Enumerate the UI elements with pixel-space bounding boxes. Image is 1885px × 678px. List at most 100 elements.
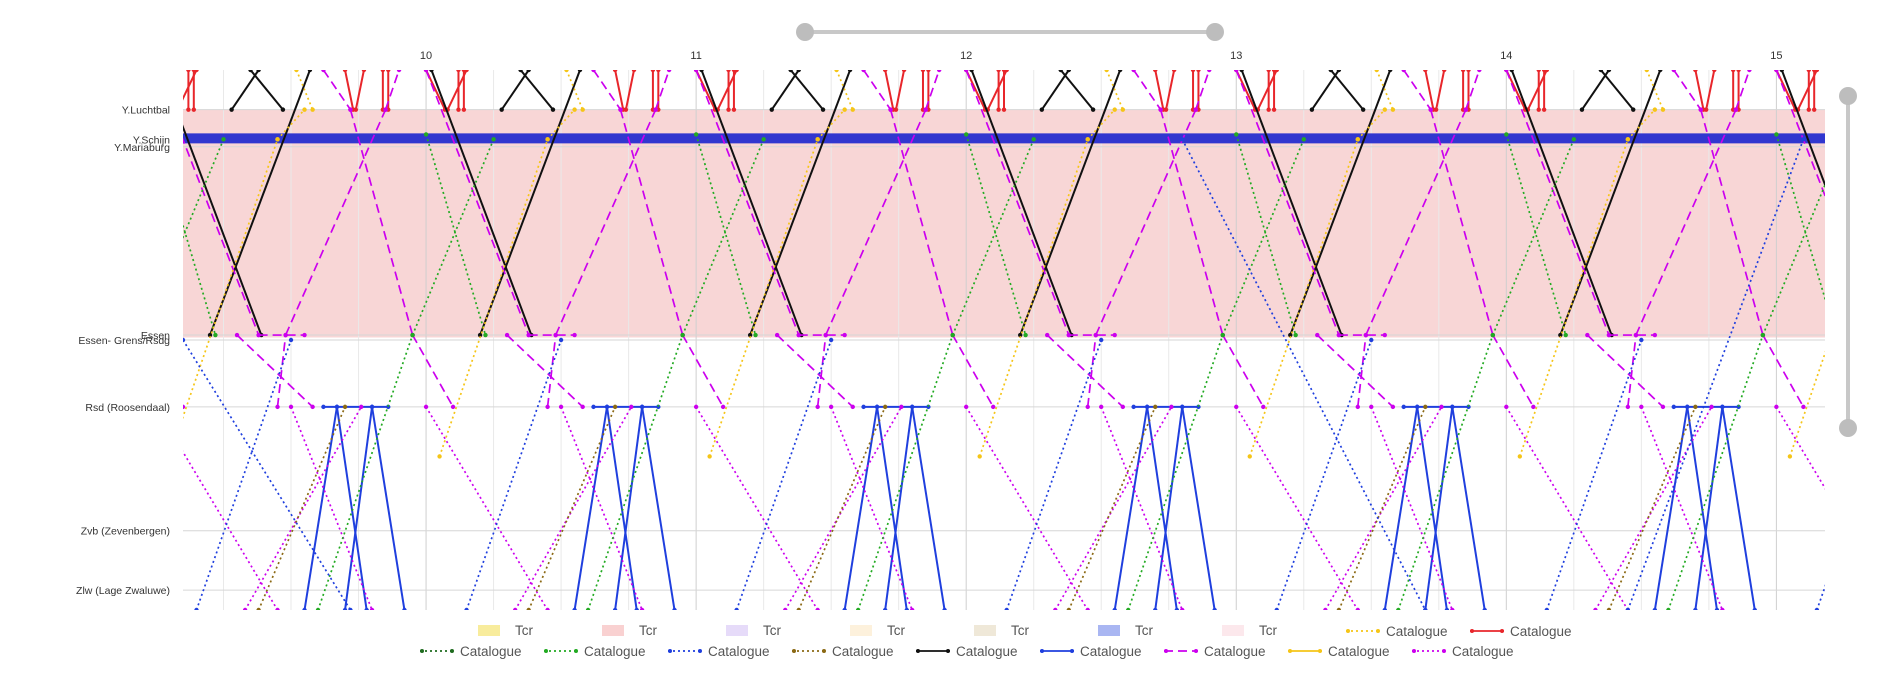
legend-item[interactable]: Tcr — [1222, 623, 1278, 638]
x-tick-label: 13 — [1230, 50, 1242, 62]
legend-item[interactable]: Tcr — [1098, 623, 1154, 638]
legend-marker — [1164, 649, 1168, 653]
train-path-point — [288, 337, 294, 343]
train-path-point — [310, 404, 315, 410]
legend-item[interactable]: Tcr — [726, 623, 782, 638]
legend-label: Catalogue — [1386, 624, 1448, 639]
train-path-point — [1423, 607, 1428, 610]
legend-item[interactable]: Tcr — [850, 623, 906, 638]
train-path-point — [823, 332, 828, 338]
train-path-point — [1806, 107, 1811, 112]
legend-swatch — [726, 625, 748, 636]
train-path-segment — [1451, 406, 1486, 610]
train-path-point — [612, 404, 618, 410]
train-path-point — [1625, 404, 1631, 410]
train-path-point — [342, 607, 348, 610]
train-path-point — [942, 607, 947, 610]
train-path-point — [1374, 70, 1379, 73]
train-path-point — [1234, 70, 1239, 73]
train-path-point — [348, 107, 353, 112]
legend-item[interactable]: Catalogue — [1346, 624, 1448, 639]
train-path-point — [1045, 332, 1050, 338]
train-path-segment — [614, 406, 644, 610]
train-path-segment — [1510, 70, 1613, 336]
train-path-segment — [1181, 138, 1427, 610]
train-path-point — [842, 107, 847, 112]
legend-item[interactable]: Catalogue — [1040, 644, 1142, 659]
train-path-point — [1293, 332, 1298, 338]
train-path-point — [1466, 70, 1471, 73]
train-path-point — [1644, 70, 1649, 73]
train-path-point — [1315, 332, 1320, 338]
train-path-point — [1369, 337, 1374, 343]
train-path-segment — [1789, 350, 1825, 457]
y-zoom-handle[interactable] — [1839, 419, 1857, 437]
x-zoom-handle[interactable] — [796, 23, 814, 41]
legend-item[interactable]: Catalogue — [1412, 644, 1514, 659]
train-path-point — [186, 107, 191, 112]
train-path-point — [1720, 607, 1725, 610]
legend-item[interactable]: Catalogue — [916, 644, 1018, 659]
train-path-point — [815, 137, 820, 142]
train-path-point — [707, 454, 712, 459]
train-path-point — [359, 404, 364, 410]
train-path-point — [288, 404, 294, 410]
legend-item[interactable]: Catalogue — [792, 644, 894, 659]
legend-item[interactable]: Catalogue — [1164, 644, 1266, 659]
train-path-segment — [776, 334, 854, 408]
train-path-segment — [1113, 406, 1149, 610]
train-path-segment — [1594, 406, 1713, 610]
legend-item[interactable]: Catalogue — [668, 644, 770, 659]
train-path-point — [1271, 70, 1277, 73]
train-path-point — [1693, 607, 1698, 610]
train-path-point — [828, 404, 834, 410]
train-path-point — [693, 404, 699, 410]
train-path-point — [1336, 607, 1342, 610]
legend-item[interactable]: Catalogue — [1470, 624, 1572, 639]
train-path-point — [1801, 404, 1806, 410]
train-path-point — [693, 70, 699, 73]
train-path-point — [512, 607, 518, 610]
train-path-point — [1390, 107, 1396, 112]
train-path-point — [1606, 607, 1612, 610]
train-path-point — [248, 70, 253, 73]
train-path-point — [1090, 107, 1096, 112]
train-path-point — [429, 70, 434, 73]
legend-item[interactable]: Catalogue — [544, 644, 646, 659]
train-path-point — [1433, 107, 1439, 112]
legend-item[interactable]: Catalogue — [1288, 644, 1390, 659]
train-path-segment — [183, 124, 263, 336]
train-path-segment — [1640, 406, 1724, 610]
train-path-segment — [411, 334, 454, 408]
train-path-segment — [276, 334, 287, 407]
possession-band — [183, 109, 1825, 338]
legend-label: Tcr — [1135, 623, 1154, 638]
train-path-point — [882, 404, 888, 410]
legend-item[interactable]: Tcr — [602, 623, 658, 638]
train-path-point — [464, 607, 469, 610]
train-path-segment — [1087, 109, 1116, 140]
train-path-point — [1834, 333, 1838, 337]
legend-item[interactable]: Tcr — [478, 623, 534, 638]
train-path-point — [796, 332, 801, 338]
x-zoom-handle[interactable] — [1206, 23, 1224, 41]
train-path-segment — [894, 70, 906, 110]
train-path-point — [1639, 337, 1644, 343]
train-path-segment — [371, 406, 406, 610]
train-path-segment — [654, 70, 670, 110]
train-path-segment — [425, 70, 530, 336]
train-path-segment — [1324, 406, 1443, 610]
train-path-segment — [606, 406, 638, 610]
train-path-segment — [276, 109, 306, 140]
train-path-point — [353, 107, 359, 112]
train-path-point — [1247, 454, 1252, 459]
legend-item[interactable]: Tcr — [974, 623, 1030, 638]
train-path-point — [1220, 332, 1225, 338]
y-zoom-handle[interactable] — [1839, 87, 1857, 105]
train-path-segment — [195, 339, 292, 610]
train-path-segment — [1581, 70, 1610, 111]
x-tick-label: 10 — [420, 50, 432, 62]
legend-item[interactable]: Catalogue — [420, 644, 522, 659]
train-path-point — [191, 70, 197, 73]
train-path-point — [1811, 107, 1817, 112]
